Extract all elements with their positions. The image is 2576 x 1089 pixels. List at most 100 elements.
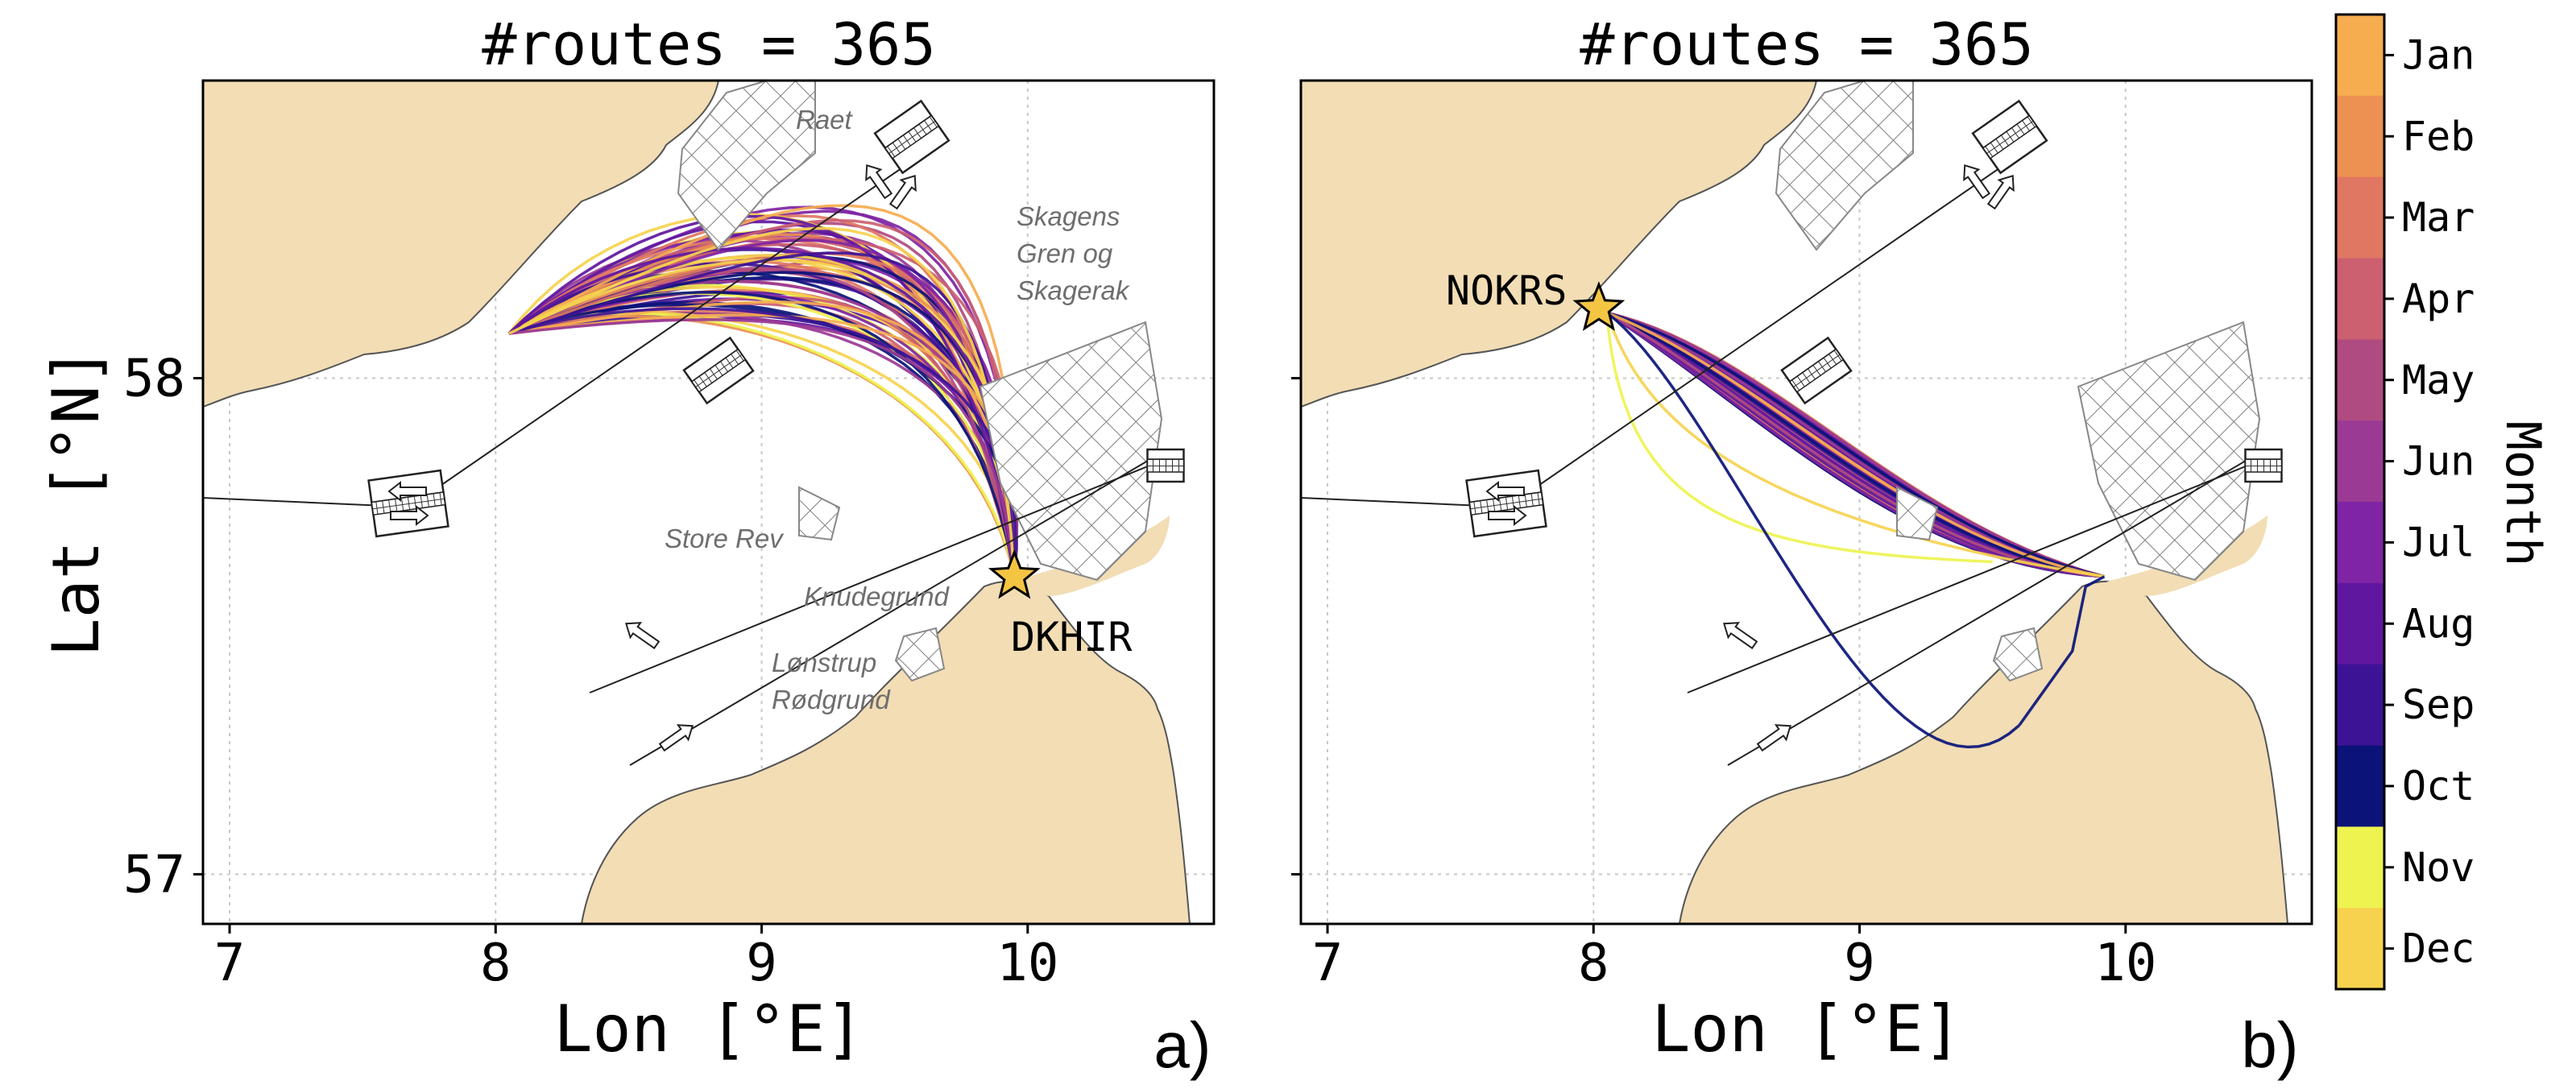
xtick-label: 10 [996, 934, 1058, 993]
route-line [1606, 311, 2105, 578]
route-line [1606, 311, 2105, 578]
colorbar-month-label: Dec [2402, 925, 2475, 972]
lane-arrow [1488, 504, 1527, 527]
lane-arrow [1485, 480, 1525, 503]
colorbar-segment [2336, 95, 2384, 178]
protected-area [894, 627, 946, 682]
coast-denmark [580, 580, 1191, 924]
xtick-label: 7 [214, 934, 246, 993]
lane-line [1727, 452, 2260, 766]
lane-arrow [865, 164, 893, 200]
xtick-label: 7 [1312, 934, 1344, 993]
panel-a-label: a) [1153, 1009, 1211, 1081]
panel-a-ticks: 7 8 9 10 58 57 [123, 350, 1058, 993]
colorbar-segment [2336, 582, 2384, 665]
panel-a-routes [507, 204, 1019, 578]
route-line [1606, 311, 2105, 578]
coast-denmark [1678, 580, 2289, 924]
colorbar-segment [2336, 258, 2384, 341]
protected-area [1775, 81, 1914, 251]
panel-a-map [203, 81, 1214, 924]
colorbar-segment [2336, 339, 2384, 422]
protected-area [2077, 321, 2261, 582]
tss-box [873, 99, 950, 175]
lane-arrow [387, 480, 427, 503]
xtick-label: 8 [1578, 934, 1609, 993]
colorbar-segment [2336, 745, 2384, 828]
colorbar-month-label: May [2402, 357, 2475, 404]
protected-area [798, 486, 841, 541]
lane-line [589, 460, 1162, 694]
place-knudegrund: Knudegrund [804, 582, 950, 611]
colorbar-month-label: Nov [2402, 844, 2475, 891]
protected-area [1992, 627, 2044, 682]
panel-b-routes [1605, 311, 2106, 749]
lane-line [420, 160, 913, 500]
colorbar-month-label: Mar [2402, 194, 2475, 241]
ytick-label: 58 [123, 350, 185, 409]
xtick-label: 10 [2094, 934, 2156, 993]
lane-arrow [888, 175, 917, 210]
colorbar-segment [2336, 826, 2384, 909]
panel-b-map [1301, 81, 2312, 924]
coast-norway [1301, 81, 1818, 408]
lane-line [629, 452, 1162, 766]
route-line [1605, 311, 2105, 578]
colorbar-month-label: Jan [2402, 31, 2475, 78]
port-marker-dkhir [988, 549, 1041, 599]
colorbar-month-label: Sep [2402, 681, 2475, 728]
panel-b-xlabel: Lon [°E] [1651, 992, 1961, 1066]
colorbar-label: Month [2495, 421, 2551, 567]
lane-arrow [625, 622, 661, 650]
ytick-label: 57 [123, 845, 185, 905]
colorbar-month-label: Aug [2402, 600, 2475, 647]
xtick-label: 9 [746, 934, 777, 993]
coast-skagen [1008, 516, 1170, 596]
route-line [508, 318, 1017, 578]
tss-box [367, 469, 449, 538]
colorbar-month-label: Jun [2402, 438, 2475, 485]
lane-arrow [658, 724, 694, 752]
panel-b: #routes = 365 7 8 9 10 NOKRS Lon [°E] b) [1291, 10, 2313, 1081]
lane-arrow [1963, 164, 1991, 200]
tss-box [1971, 99, 2048, 175]
panel-b-ticks: 7 8 9 10 [1291, 377, 2156, 993]
tss-box [2244, 448, 2283, 483]
colorbar-segment [2336, 420, 2384, 503]
port-marker-nokrs [1572, 281, 1626, 331]
panel-a: #routes = 365 7 8 9 10 58 57 Raet Skagens Gre… [39, 10, 1216, 1081]
lane-line [1687, 460, 2260, 694]
route-line [1605, 311, 2020, 749]
port-label-dkhir: DKHIR [1011, 614, 1133, 660]
xtick-label: 8 [480, 934, 511, 993]
tss-box [1780, 336, 1853, 405]
colorbar-segment [2336, 14, 2384, 97]
port-label-nokrs: NOKRS [1446, 267, 1568, 314]
protected-area [677, 81, 816, 251]
route-line [1606, 311, 2105, 578]
colorbar-month-label: Feb [2402, 113, 2475, 159]
route-line [1605, 313, 1993, 564]
route-line [2018, 575, 2106, 727]
colorbar-month-label: Oct [2402, 763, 2475, 810]
colorbar-frame [2334, 13, 2386, 991]
route-line [1606, 311, 2105, 578]
colorbar: Jan Feb Mar Apr May Jun Jul Aug Sep Oct Nov Dec [2334, 13, 2475, 991]
colorbar-segment [2336, 502, 2384, 584]
panel-b-title: #routes = 365 [1580, 10, 2034, 78]
place-store-rev: Store Rev [665, 524, 785, 553]
route-line [1606, 311, 2105, 578]
colorbar-segment [2336, 176, 2384, 259]
tss-box [1465, 469, 1547, 538]
panel-a-xlabel: Lon [°E] [553, 992, 863, 1066]
place-skagens: Skagens [1017, 201, 1120, 231]
panel-a-ylabel: Lat [°N] [39, 346, 114, 656]
lane-arrow [1756, 724, 1791, 752]
tss-box [1146, 448, 1185, 483]
place-lonstrup: Lønstrup [772, 648, 876, 677]
colorbar-segment [2336, 908, 2384, 990]
lane-arrow [390, 504, 429, 527]
place-raet: Raet [796, 105, 854, 135]
panel-b-frame [1299, 79, 2313, 925]
